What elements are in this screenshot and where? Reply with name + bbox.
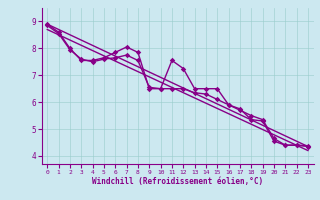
X-axis label: Windchill (Refroidissement éolien,°C): Windchill (Refroidissement éolien,°C) bbox=[92, 177, 263, 186]
